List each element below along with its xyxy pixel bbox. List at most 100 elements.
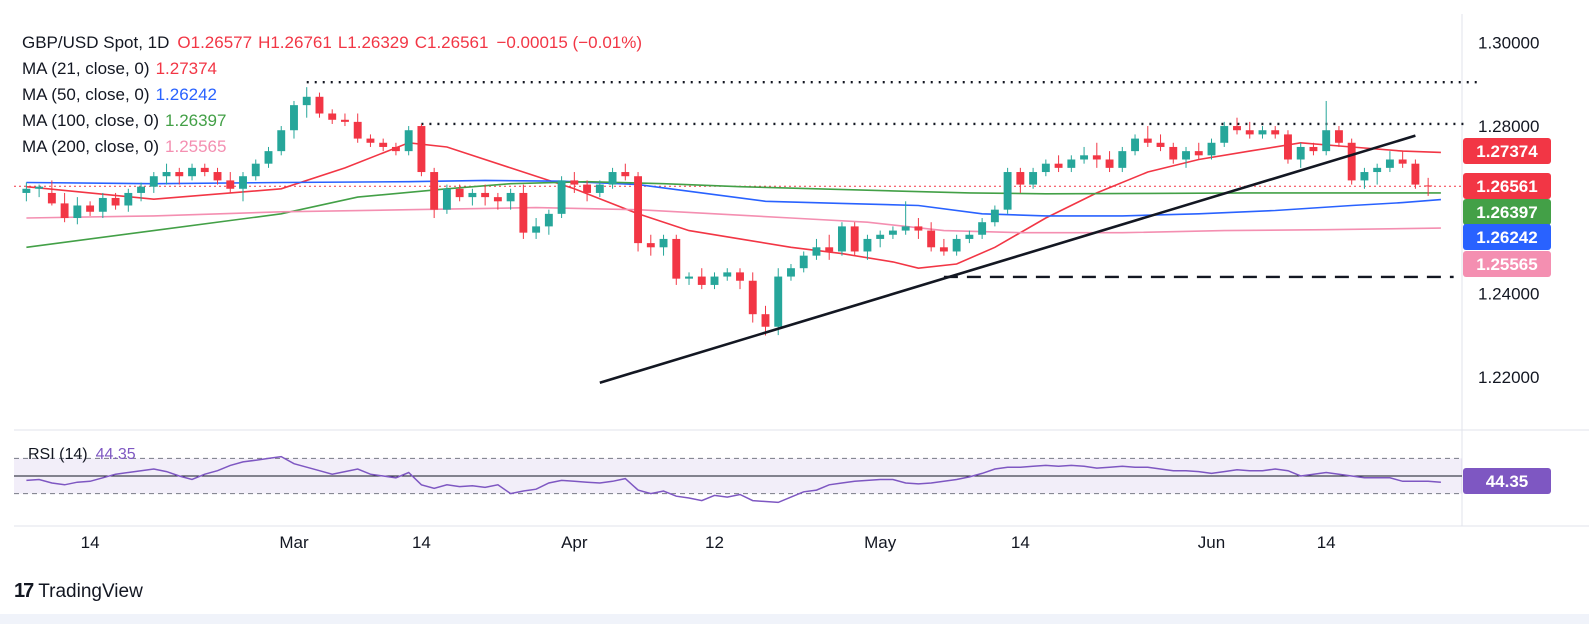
x-tick-label-1: Mar <box>279 533 309 552</box>
candle-89 <box>1156 134 1165 152</box>
candle-body <box>366 138 375 143</box>
candle-body <box>328 113 337 120</box>
candle-109 <box>1411 159 1420 189</box>
candle-5 <box>86 201 95 216</box>
ma200-legend: MA (200, close, 0) 1.25565 <box>22 134 650 160</box>
candle-64 <box>837 222 846 256</box>
candle-body <box>1118 151 1127 168</box>
candle-body <box>417 126 426 173</box>
candle-91 <box>1182 146 1190 168</box>
candle-body <box>1411 163 1420 185</box>
rsi-line <box>26 455 1441 504</box>
candle-107 <box>1385 151 1394 173</box>
low-value: L1.26329 <box>337 33 409 52</box>
candle-body <box>404 130 413 152</box>
candle-body <box>1143 138 1152 143</box>
price-badge-text: 1.26397 <box>1476 203 1537 222</box>
candle-36 <box>481 184 490 206</box>
candle-102 <box>1322 100 1331 156</box>
candle-body <box>1169 146 1178 160</box>
price-badge-1: 1.26561 <box>1463 173 1551 199</box>
candle-body <box>748 280 757 315</box>
x-tick-label-3: Apr <box>561 533 588 552</box>
candle-body <box>544 213 553 227</box>
candle-98 <box>1271 126 1280 139</box>
candle-3 <box>60 192 69 223</box>
rsi-legend: RSI (14) 44.35 <box>28 446 136 464</box>
candle-body <box>595 184 604 193</box>
candle-67 <box>876 230 885 248</box>
candle-27 <box>366 134 375 147</box>
candle-0 <box>22 182 31 202</box>
candle-body <box>927 230 936 248</box>
candle-42 <box>557 176 566 219</box>
candle-2 <box>47 180 56 206</box>
candle-body <box>60 203 69 219</box>
price-badge-2: 1.26397 <box>1463 199 1551 225</box>
candle-84 <box>1092 142 1101 168</box>
price-badge-0: 1.27374 <box>1463 138 1551 164</box>
candle-78 <box>1016 167 1025 193</box>
tradingview-logo-icon: 17 <box>14 580 34 602</box>
candle-body <box>799 255 808 269</box>
candle-body <box>111 197 120 206</box>
candle-77 <box>1003 167 1012 214</box>
candle-body <box>86 205 95 212</box>
candle-22 <box>302 87 311 118</box>
candle-body <box>1156 142 1165 147</box>
candle-body <box>1067 159 1076 168</box>
candle-body <box>1360 172 1369 181</box>
candle-body <box>876 234 885 239</box>
close-value: C1.26561 <box>414 33 489 52</box>
candle-20 <box>277 126 286 156</box>
candle-body <box>1105 159 1114 168</box>
candle-63 <box>825 234 834 260</box>
candle-body <box>442 188 451 210</box>
candle-body <box>251 163 260 177</box>
rsi-badge-bg <box>1463 467 1551 494</box>
candle-body <box>952 238 961 252</box>
candle-10 <box>149 172 158 193</box>
candle-24 <box>328 109 337 124</box>
candle-body <box>493 197 502 202</box>
candle-body <box>608 172 617 185</box>
ascending-trendline <box>599 134 1416 384</box>
ma100-value: 1.26397 <box>165 111 227 130</box>
candle-80 <box>1041 159 1050 177</box>
candle-49 <box>646 234 655 256</box>
candle-body <box>468 192 477 198</box>
candle-75 <box>978 218 987 239</box>
candle-body <box>1092 155 1101 160</box>
candle-17 <box>239 172 247 202</box>
x-tick-label-6: 14 <box>1011 533 1030 552</box>
candle-body <box>1245 130 1254 135</box>
candle-body <box>1182 151 1190 160</box>
candle-60 <box>787 264 795 281</box>
candle-body <box>1347 142 1356 181</box>
candle-74 <box>965 230 974 244</box>
candle-82 <box>1067 155 1076 173</box>
tradingview-brand[interactable]: 17 TradingView <box>14 580 143 603</box>
candle-85 <box>1105 151 1114 173</box>
rsi-badge: 44.35 <box>1463 467 1551 494</box>
candle-body <box>1003 172 1012 210</box>
candle-8 <box>124 188 133 212</box>
candle-46 <box>608 167 617 189</box>
ma21-value: 1.27374 <box>155 59 218 78</box>
candle-13 <box>188 163 196 181</box>
price-badge-text: 1.25565 <box>1476 255 1537 274</box>
candle-body <box>264 151 273 164</box>
candle-body <box>137 186 146 193</box>
candle-70 <box>914 218 923 239</box>
price-badge-bg <box>1463 224 1551 250</box>
candle-body <box>1334 130 1343 143</box>
candle-body <box>1233 126 1241 131</box>
candle-body <box>379 142 388 147</box>
candle-body <box>124 192 133 206</box>
candle-body <box>812 247 821 256</box>
candle-33 <box>442 184 451 214</box>
candle-body <box>774 276 783 327</box>
candle-62 <box>812 238 821 260</box>
high-value: H1.26761 <box>258 33 332 52</box>
